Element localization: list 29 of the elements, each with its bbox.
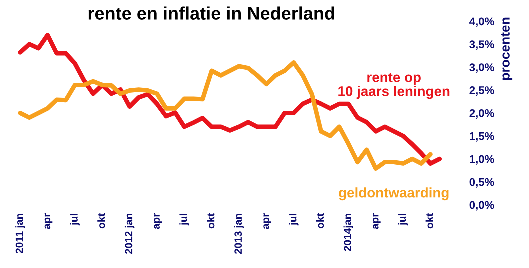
y-axis-title: procenten [501,18,513,80]
y-tick-label: 1,5% [470,132,494,142]
y-tick-label: 0,0% [470,201,494,211]
x-tick-label: 2014jan [344,214,354,252]
x-tick-label: jul [70,214,80,226]
x-tick-label: okt [98,213,106,229]
y-tick-label: 2,0% [470,109,494,119]
y-tick-label: 1,0% [470,155,494,165]
chart-title: rente en inflatie in Nederland [88,6,334,20]
x-tick-label: okt [316,213,324,229]
x-tick-label: apr [264,214,272,230]
y-tick-label: 0,5% [470,178,494,188]
x-tick-label: jul [180,214,190,226]
x-tick-label: okt [426,213,434,229]
y-tick-label: 4,0% [470,18,494,28]
x-tick-label: jul [398,214,408,226]
x-tick-label: 2013 jan [234,214,244,254]
x-tick-label: apr [154,214,162,230]
x-tick-label: apr [373,214,381,230]
y-tick-label: 2,5% [470,86,494,96]
y-tick-label: 3,0% [470,64,494,74]
x-tick-label: apr [44,214,53,230]
x-tick-label: jul [289,214,299,226]
x-tick-label: 2011 jan [16,214,26,254]
y-tick-label: 3,5% [470,40,494,50]
text: geldontwaarding [339,188,449,201]
x-tick-label: 2012 jan [124,214,135,254]
series-label: rente op 10 jaars leningen [338,73,450,100]
x-tick-label: okt [207,213,215,229]
